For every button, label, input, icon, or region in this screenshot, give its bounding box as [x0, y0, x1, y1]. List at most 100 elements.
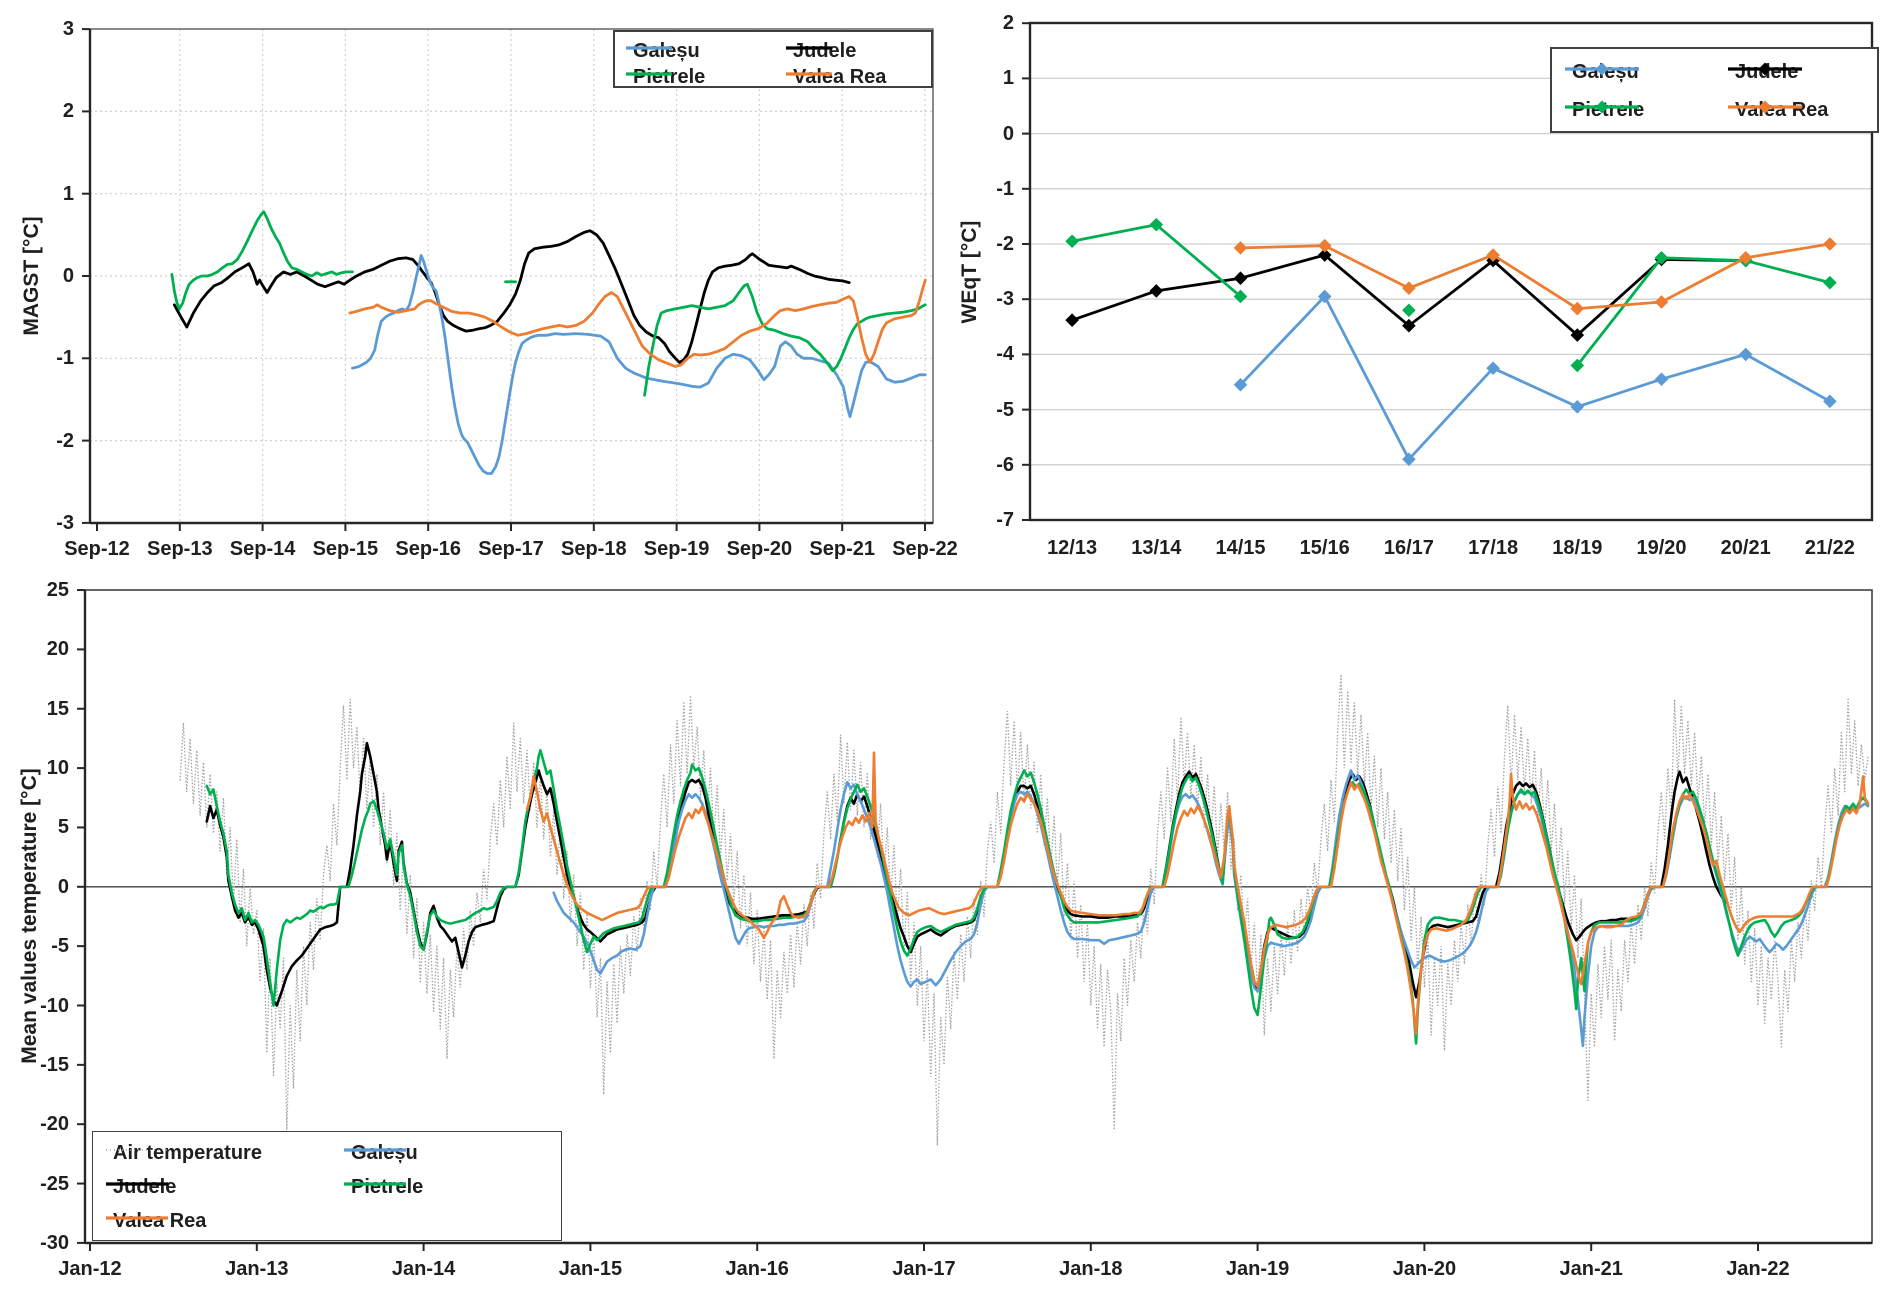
legend-item-air: Air temperature	[105, 1142, 262, 1164]
magst-x-tick-label: Sep-12	[64, 538, 130, 560]
weqt-x-tick-label: 15/16	[1299, 537, 1350, 559]
weqt-series-pietrele	[1071, 223, 1831, 367]
weqt-marker-valea_rea	[1486, 248, 1500, 262]
weqt-marker-galesu	[1402, 452, 1416, 467]
legend-label-valea_rea: Valea Rea	[793, 65, 887, 88]
mean-x-tick-label: Jan-15	[558, 1258, 623, 1280]
magst-y-tick-label: -2	[56, 429, 74, 452]
weqt-marker-valea_rea	[1570, 301, 1585, 316]
legend-sample-valea_rea-line	[1728, 100, 1802, 114]
mean-series-pietrele	[205, 749, 1870, 1045]
weqt-marker-valea_rea	[1233, 241, 1248, 255]
mean-x-tick-label: Jan-13	[225, 1258, 289, 1280]
legend-label-pietrele: Pietrele	[351, 1175, 424, 1198]
weqt-y-tick-label: -5	[996, 398, 1014, 421]
weqt-x-tick-label: 21/22	[1804, 537, 1855, 559]
mean-y-tick-label: 25	[46, 579, 69, 602]
weqt-marker-galesu	[1570, 400, 1585, 414]
weqt-y-tick-label: -3	[996, 288, 1014, 311]
legend-item-galesu: Galeșu	[1564, 61, 1639, 83]
weqt-marker-galesu	[1738, 347, 1753, 362]
legend-label-valea_rea: Valea Rea	[1735, 98, 1829, 121]
weqt-y-tick-label: -7	[996, 509, 1014, 531]
mean-x-tick-label: Jan-20	[1392, 1258, 1457, 1280]
legend-label-pietrele: Pietrele	[1572, 98, 1645, 121]
legend-sample-valea_rea-line	[786, 72, 832, 76]
weqt-marker-valea_rea	[1738, 251, 1753, 265]
legend-item-pietrele: Pietrele	[343, 1176, 423, 1198]
magst-series-pietrele	[643, 282, 927, 397]
mean-y-tick-label: -30	[40, 1231, 69, 1254]
legend-sample-judele-line	[786, 46, 832, 50]
mean-x-tick-label: Jan-19	[1225, 1258, 1290, 1280]
legend-item-pietrele: Pietrele	[1564, 99, 1644, 121]
mean-y-tick-label: -5	[51, 935, 69, 958]
weqt-x-tick-label: 20/21	[1720, 537, 1771, 559]
weqt-marker-galesu	[1823, 394, 1837, 409]
mean-y-tick-label: -15	[40, 1053, 69, 1076]
magst-x-tick-label: Sep-17	[478, 538, 544, 560]
legend-sample-air-line	[106, 1149, 168, 1151]
weqt-marker-galesu	[1486, 361, 1500, 375]
legend-item-galesu: Galeșu	[625, 40, 700, 62]
legend-sample-pietrele-line	[626, 72, 672, 76]
weqt-marker-galesu	[1233, 377, 1248, 392]
mean-y-tick-label: 0	[57, 875, 69, 898]
legend-label-galesu: Galeșu	[351, 1141, 418, 1164]
mean-x-tick-label: Jan-21	[1559, 1258, 1623, 1280]
weqt-y-tick-label: -2	[996, 233, 1014, 255]
weqt-marker-judele	[1570, 328, 1585, 342]
legend-sample-pietrele-line	[1565, 100, 1639, 114]
legend-label-pietrele: Pietrele	[633, 65, 706, 88]
weqt-legend: Galeșu Judele Pietrele Valea Rea	[1550, 47, 1879, 133]
mean-y-tick-label: -20	[40, 1113, 69, 1136]
magst-series-judele	[172, 229, 851, 364]
weqt-marker-valea_rea	[1823, 237, 1837, 251]
legend-sample-judele-line	[1728, 62, 1802, 76]
legend-sample-valea_rea-line	[106, 1216, 168, 1220]
legend-item-judele: Judele	[105, 1176, 176, 1198]
legend-item-pietrele: Pietrele	[625, 66, 705, 88]
weqt-marker-pietrele	[1233, 289, 1248, 304]
mean-y-tick-label: 10	[46, 757, 69, 780]
magst-series-pietrele	[170, 210, 354, 311]
magst-y-tick-label: -1	[56, 347, 74, 370]
weqt-marker-pietrele	[1823, 275, 1837, 290]
magst-x-tick-label: Sep-22	[892, 538, 958, 560]
magst-series-valea_rea	[348, 278, 927, 368]
weqt-series-valea_rea	[1240, 242, 1831, 310]
weqt-marker-judele	[1317, 248, 1332, 262]
weqt-plot-border	[1028, 21, 1874, 522]
weqt-marker-pietrele	[1654, 251, 1669, 265]
magst-y-tick-label: 1	[62, 182, 74, 205]
legend-label-galesu: Galeșu	[633, 39, 700, 62]
magst-y-tick-label: -3	[56, 511, 74, 534]
magst-x-tick-label: Sep-13	[147, 538, 213, 560]
weqt-y-tick-label: -4	[996, 343, 1014, 366]
weqt-x-tick-label: 12/13	[1047, 537, 1098, 559]
mean-series-judele	[205, 741, 1728, 1007]
magst-y-tick-label: 0	[62, 265, 74, 287]
weqt-y-tick-label: -6	[996, 453, 1014, 476]
magst-x-tick-label: Sep-18	[561, 538, 627, 560]
mean-series-valea_rea	[525, 751, 1870, 1036]
magst-series-galesu	[351, 254, 927, 475]
weqt-x-tick-label: 18/19	[1552, 537, 1603, 559]
mean-legend: Air temperature Galeșu Judele Pietrele Valea…	[92, 1131, 562, 1241]
legend-label-judele: Judele	[113, 1175, 177, 1198]
weqt-y-tick-label: 2	[1002, 12, 1014, 35]
weqt-y-tick-label: 1	[1002, 67, 1014, 90]
weqt-marker-judele	[1065, 313, 1079, 327]
weqt-marker-pietrele	[1149, 217, 1164, 232]
magst-x-tick-label: Sep-15	[312, 538, 379, 560]
legend-item-judele: Judele	[785, 40, 856, 62]
magst-x-tick-label: Sep-21	[809, 538, 875, 560]
mean-x-tick-label: Jan-17	[892, 1258, 956, 1280]
weqt-marker-judele	[1402, 318, 1416, 333]
weqt-marker-galesu	[1317, 289, 1332, 304]
weqt-x-tick-label: 14/15	[1215, 537, 1266, 559]
mean-y-tick-label: -25	[40, 1172, 69, 1195]
weqt-y-tick-label: -1	[996, 177, 1014, 200]
